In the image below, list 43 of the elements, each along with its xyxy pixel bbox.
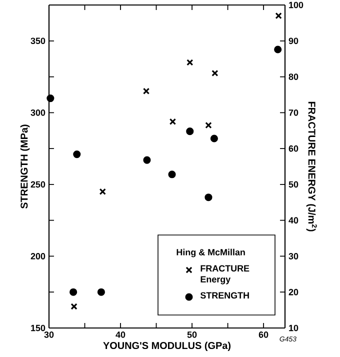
point [212, 70, 218, 77]
y-axis-title: STRENGTH (MPa) [20, 124, 30, 209]
legend-title: Hing & McMillan [176, 248, 245, 258]
y-tick-label: 300 [30, 109, 46, 116]
point [73, 150, 81, 158]
y2-tick-label: 100 [289, 2, 304, 8]
point [210, 134, 218, 142]
x-tick-label: 30 [44, 332, 54, 338]
point [99, 188, 106, 195]
point [46, 94, 54, 102]
point [143, 156, 151, 164]
point [274, 46, 282, 54]
y-tick-label: 150 [31, 324, 46, 332]
legend-label: STRENGTH [200, 292, 249, 299]
x-tick-label: 40 [116, 332, 126, 338]
y2-tick-label: 90 [288, 38, 298, 44]
point [186, 128, 194, 136]
point [275, 12, 282, 20]
y2-tick-label: 50 [288, 181, 298, 188]
y-tick-label: 350 [30, 38, 46, 44]
y2-tick-label: 40 [288, 217, 298, 224]
y-tick-label: 250 [30, 181, 46, 188]
x-axis-title: YOUNG'S MODULUS (GPa) [103, 342, 231, 352]
y2-tick-label: 70 [288, 109, 298, 116]
point [70, 288, 78, 296]
y2-tick-label: 10 [289, 324, 298, 332]
point [204, 194, 212, 202]
y2-tick-label: 80 [288, 74, 298, 80]
point [97, 288, 105, 296]
x-tick-label: 60 [258, 332, 268, 338]
y2-tick-label: 30 [288, 253, 298, 260]
y2-axis-title: FRACTURE ENERGY (J/m$^{2}$) [306, 102, 317, 232]
legend-label: FRACTURE Energy [200, 265, 250, 284]
point [70, 303, 78, 310]
point [205, 122, 212, 129]
x-tick-label: 50 [187, 332, 197, 338]
y2-tick-label: 20 [288, 288, 298, 296]
point [186, 59, 194, 66]
point [168, 170, 176, 178]
point [169, 118, 176, 125]
y-tick-label: 200 [30, 253, 46, 260]
point [142, 88, 150, 94]
y2-tick-label: 60 [288, 145, 298, 152]
